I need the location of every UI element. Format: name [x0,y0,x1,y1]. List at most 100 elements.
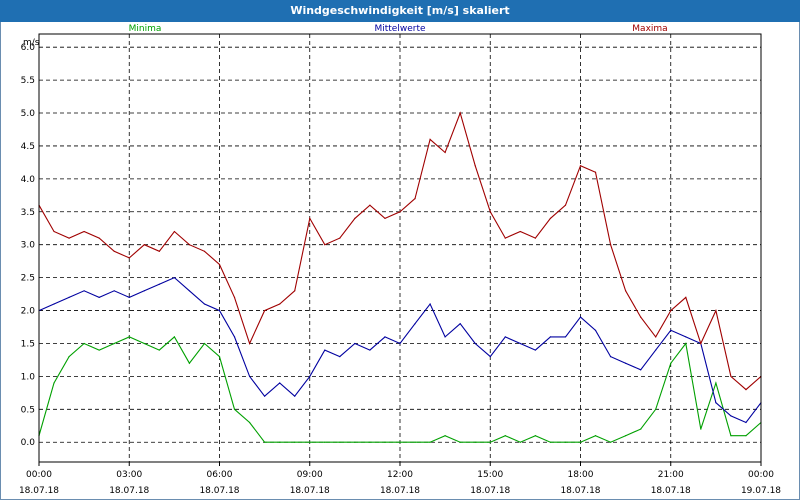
data-point-minima [489,441,491,443]
data-point-maxima [625,290,627,292]
data-point-minima [309,441,311,443]
data-point-mittelwerte [414,323,416,325]
data-point-mittelwerte [203,303,206,305]
x-tick-date-label: 19.07.18 [741,486,781,496]
data-point-mittelwerte [549,336,552,338]
data-point-minima [730,435,732,437]
x-tick-date-label: 18.07.18 [651,486,691,496]
data-point-minima [685,342,687,345]
series-lines [38,111,762,443]
data-point-minima [98,349,100,351]
legend-item-minima: Minima [129,24,162,34]
data-point-maxima [549,217,552,219]
data-point-maxima [414,198,416,200]
data-point-minima [279,441,281,443]
y-tick-label: 3.5 [21,208,35,218]
data-point-mittelwerte [188,290,191,292]
data-point-minima [294,441,296,443]
data-point-maxima [143,244,145,246]
legend: Minima Mittelwerte Maxima [129,24,668,34]
data-point-minima [354,441,356,443]
data-point-maxima [68,237,70,239]
data-point-maxima [519,230,521,233]
data-point-maxima [715,309,717,312]
data-point-maxima [279,303,281,305]
data-point-mittelwerte [83,290,85,292]
data-point-mittelwerte [309,375,311,377]
data-point-mittelwerte [264,395,266,397]
data-point-minima [594,435,597,437]
y-axis: 0.0 0.5 1.0 1.5 2.0 2.5 3.0 3.5 4.0 4.5 5.0 5.5 6.0 [21,43,36,448]
data-point-mittelwerte [279,382,281,384]
data-point-mittelwerte [519,342,521,345]
data-point-minima [173,336,175,338]
data-point-mittelwerte [459,323,461,325]
data-point-maxima [489,211,491,213]
data-point-maxima [203,250,206,252]
y-axis-label: m/s [23,38,40,48]
y-tick-label: 4.0 [21,175,36,185]
grid-lines [39,34,761,462]
x-tick-date-label: 18.07.18 [199,486,239,496]
data-point-mittelwerte [579,316,582,318]
data-point-maxima [534,237,536,239]
data-point-maxima [339,237,341,239]
data-point-maxima [504,237,506,239]
data-point-minima [339,441,341,443]
y-tick-label: 6.0 [21,43,36,53]
x-tick-time-label: 09:00 [297,470,323,480]
data-point-maxima [670,309,672,312]
y-tick-label: 3.0 [21,241,36,251]
data-point-minima [369,441,371,443]
data-point-minima [670,362,672,364]
data-point-minima [715,382,717,384]
data-point-mittelwerte [324,349,326,351]
data-point-maxima [218,263,221,266]
data-point-mittelwerte [685,336,687,338]
data-point-maxima [113,250,115,252]
data-point-mittelwerte [369,349,371,351]
x-tick-time-label: 00:00 [26,470,52,480]
window-border-left [0,22,1,500]
data-point-mittelwerte [158,283,160,285]
y-tick-label: 5.0 [21,109,36,119]
y-tick-label: 5.5 [21,76,35,86]
y-tick-label: 1.5 [21,339,35,349]
data-point-maxima [53,230,55,233]
data-point-maxima [294,290,296,292]
data-point-minima [474,441,476,443]
wind-speed-chart: 0.00.51.01.52.02.53.03.54.04.55.05.56.0 … [19,24,781,496]
data-point-maxima [98,237,100,239]
data-point-minima [609,441,612,443]
data-point-maxima [685,296,687,298]
data-point-mittelwerte [399,342,401,345]
data-point-mittelwerte [594,329,597,331]
y-tick-label: 2.0 [21,307,36,317]
data-point-minima [700,428,702,430]
data-point-maxima [745,388,747,391]
data-point-maxima [128,257,130,259]
data-point-mittelwerte [98,296,100,298]
data-point-mittelwerte [640,369,642,371]
data-point-minima [459,441,461,443]
data-point-minima [53,382,55,384]
data-point-mittelwerte [564,336,567,338]
x-tick-date-label: 18.07.18 [470,486,510,496]
data-point-maxima [173,230,175,233]
y-tick-label: 2.5 [21,274,35,284]
data-point-minima [248,421,251,424]
data-point-minima [414,441,416,443]
data-point-mittelwerte [444,336,446,338]
x-tick-time-label: 03:00 [116,470,142,480]
data-point-minima [68,356,70,358]
data-point-minima [564,441,567,443]
data-point-minima [158,349,160,351]
chart-title: Windgeschwindigkeit [m/s] skaliert [0,0,800,22]
data-point-maxima [399,211,401,213]
data-point-maxima [640,316,642,318]
data-point-maxima [324,244,326,246]
data-point-minima [549,441,552,443]
x-tick-time-label: 15:00 [477,470,503,480]
data-point-minima [399,441,401,443]
y-tick-label: 0.5 [21,405,35,415]
